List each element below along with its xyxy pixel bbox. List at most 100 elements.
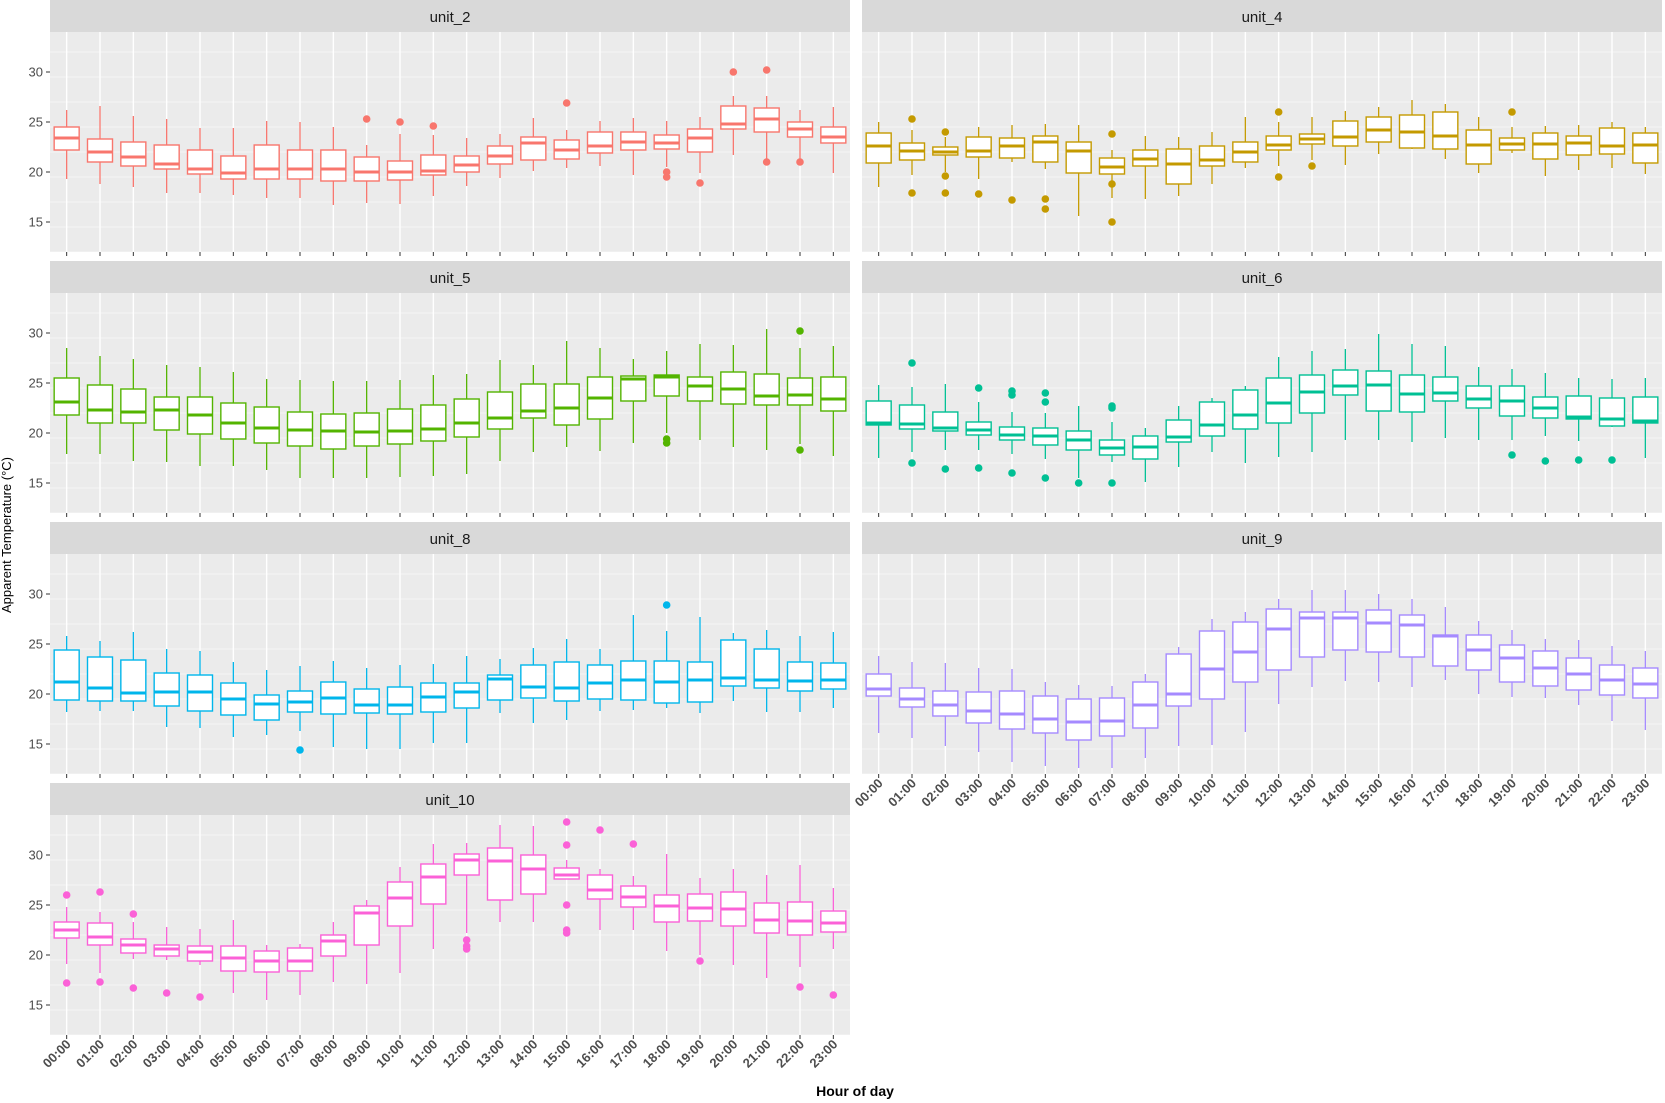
box-16:00	[586, 348, 614, 451]
box-13:00	[1298, 590, 1326, 687]
x-tick-label: 09:00	[1152, 776, 1186, 810]
box-iqr	[1165, 653, 1192, 707]
y-axis-title: Apparent Temperature (°C)	[0, 457, 14, 613]
outlier-point	[908, 189, 916, 197]
outlier-point	[429, 122, 438, 130]
x-tick-label: 03:00	[952, 776, 986, 810]
x-tick-label: 02:00	[106, 1037, 140, 1071]
box-11:00	[1232, 386, 1259, 463]
box-iqr	[353, 156, 380, 182]
box-iqr	[1465, 634, 1492, 671]
box-iqr	[553, 383, 580, 426]
box-iqr	[1198, 145, 1226, 167]
outlier-point	[941, 465, 950, 473]
outlier-point	[129, 984, 138, 992]
box-23:00	[1632, 127, 1659, 174]
outlier-point	[196, 993, 204, 1001]
box-12:00	[1265, 357, 1292, 457]
outlier-point	[129, 910, 138, 918]
box-iqr	[1198, 401, 1226, 437]
box-iqr	[420, 404, 447, 442]
box-11:00	[1232, 117, 1259, 168]
outlier-point	[1508, 108, 1516, 116]
box-23:00	[820, 888, 847, 999]
x-tick-label: 16:00	[1385, 776, 1419, 810]
box-iqr	[1165, 148, 1192, 185]
panel-strip-label: unit_8	[430, 531, 471, 548]
box-02:00	[120, 632, 147, 711]
box-iqr	[120, 388, 147, 424]
box-17:00	[1432, 346, 1459, 438]
box-15:00	[1365, 334, 1392, 440]
x-tick-label: 15:00	[540, 1037, 574, 1071]
x-tick-label: 10:00	[373, 1037, 407, 1071]
box-09:00	[353, 668, 380, 749]
box-iqr	[586, 131, 614, 154]
box-02:00	[120, 116, 147, 187]
box-iqr	[1598, 397, 1626, 427]
box-iqr	[753, 648, 780, 689]
box-14:00	[520, 826, 547, 922]
box-21:00	[753, 329, 780, 450]
outlier-point	[974, 464, 983, 472]
x-tick-label: 19:00	[1485, 776, 1519, 810]
outlier-point	[796, 327, 804, 335]
box-08:00	[320, 127, 347, 205]
box-06:00	[253, 379, 280, 470]
box-09:00	[1165, 406, 1192, 467]
box-03:00	[153, 649, 180, 727]
x-tick-label: 06:00	[240, 1037, 274, 1071]
box-15:00	[553, 639, 580, 720]
box-21:00	[1565, 640, 1592, 705]
box-04:00	[186, 651, 214, 728]
panel-unit-8: unit_8	[50, 522, 850, 775]
x-tick-label: 09:00	[340, 1037, 374, 1071]
box-iqr	[1465, 385, 1492, 409]
box-13:00	[486, 134, 514, 178]
box-12:00	[453, 138, 480, 186]
box-iqr	[865, 673, 892, 697]
outlier-point	[908, 115, 916, 123]
box-iqr	[998, 137, 1026, 159]
box-03:00	[965, 384, 992, 472]
box-iqr	[120, 659, 147, 702]
x-tick-label: 08:00	[306, 1037, 340, 1071]
x-tick-label: 22:00	[1585, 776, 1619, 810]
box-iqr	[1032, 135, 1059, 163]
outlier-point	[796, 446, 804, 454]
box-iqr	[1565, 395, 1592, 420]
panel-unit-2: unit_2	[50, 0, 850, 253]
outlier-point	[462, 936, 471, 944]
box-22:00	[1598, 646, 1626, 721]
box-22:00	[786, 327, 814, 454]
outlier-point	[1308, 162, 1316, 170]
panel-unit-6: unit_6	[862, 261, 1662, 514]
box-iqr	[1265, 608, 1292, 671]
box-iqr	[1598, 127, 1626, 155]
box-07:00	[286, 380, 314, 478]
outlier-point	[562, 818, 571, 826]
box-18:00	[653, 351, 680, 447]
x-tick-label: 11:00	[407, 1037, 441, 1071]
box-02:00	[932, 128, 959, 197]
box-iqr	[453, 682, 480, 709]
box-18:00	[653, 854, 680, 951]
box-10:00	[1198, 398, 1226, 452]
box-17:00	[620, 118, 647, 175]
box-iqr	[686, 661, 714, 703]
box-00:00	[53, 636, 80, 712]
box-09:00	[1165, 647, 1192, 746]
box-18:00	[1465, 621, 1492, 694]
y-tick-label: 25	[29, 115, 43, 130]
box-14:00	[1332, 349, 1359, 440]
x-tick-label: 02:00	[918, 776, 952, 810]
outlier-point	[908, 459, 916, 467]
box-iqr	[820, 662, 847, 690]
box-05:00	[1032, 682, 1059, 766]
outlier-point	[941, 189, 950, 197]
box-15:00	[1365, 107, 1392, 154]
box-19:00	[1498, 630, 1526, 697]
box-iqr	[1432, 634, 1459, 667]
box-iqr	[153, 396, 180, 431]
outlier-point	[1108, 218, 1116, 226]
